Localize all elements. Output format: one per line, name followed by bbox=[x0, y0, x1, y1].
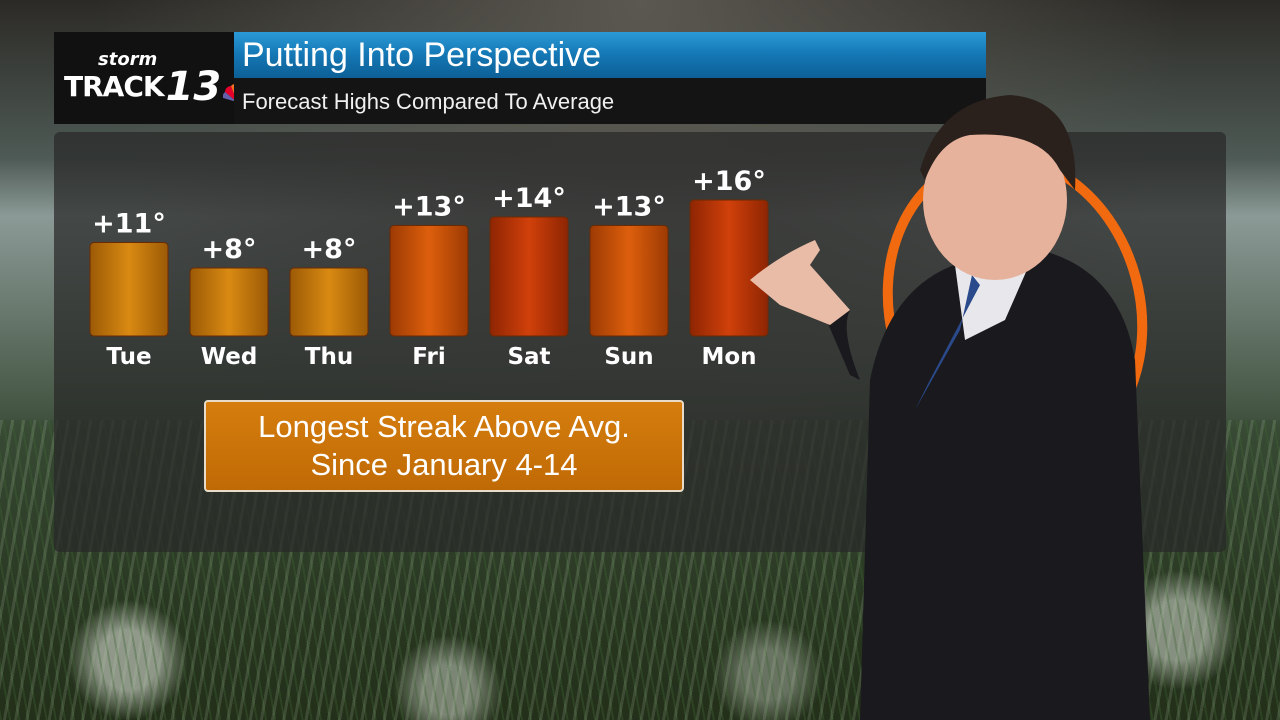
presenter-figure bbox=[750, 95, 1150, 720]
station-logo: storm TRACK 13 bbox=[54, 32, 252, 124]
title-bar: Putting Into Perspective bbox=[234, 32, 986, 78]
category-label-mon: Mon bbox=[701, 344, 756, 370]
presenter-suit bbox=[860, 250, 1150, 720]
logo-number-text: 13 bbox=[165, 64, 222, 110]
streak-note-line-1: Longest Streak Above Avg. bbox=[258, 409, 630, 444]
data-label-mon: +16° bbox=[692, 166, 766, 197]
bar-chart: +11° Tue +8° Wed +8° Thu +13° Fri +14° Sat +13° Sun… bbox=[89, 166, 769, 370]
bar-fri bbox=[389, 225, 469, 337]
logo-storm-text: storm bbox=[98, 49, 158, 70]
data-label-fri: +13° bbox=[392, 192, 466, 223]
bar-wed bbox=[189, 267, 269, 337]
page-title: Putting Into Perspective bbox=[242, 36, 602, 74]
streak-note-line-2: Since January 4-14 bbox=[310, 447, 578, 482]
data-label-tue: +11° bbox=[92, 209, 166, 240]
presenter-head bbox=[923, 120, 1067, 280]
category-label-fri: Fri bbox=[412, 344, 445, 370]
data-label-wed: +8° bbox=[202, 234, 257, 265]
category-label-wed: Wed bbox=[201, 344, 258, 370]
bar-sat bbox=[489, 216, 569, 337]
category-label-sat: Sat bbox=[507, 344, 550, 370]
page-subtitle: Forecast Highs Compared To Average bbox=[242, 89, 615, 114]
logo-track-text: TRACK bbox=[64, 70, 165, 103]
logo-main-row: TRACK 13 bbox=[64, 64, 252, 110]
presenter-hand bbox=[750, 240, 850, 325]
presenter-tie bbox=[915, 275, 980, 410]
data-label-sun: +13° bbox=[592, 192, 666, 223]
data-label-sat: +14° bbox=[492, 183, 566, 214]
bar-series: +11° Tue +8° Wed +8° Thu +13° Fri +14° Sat +13° Sun… bbox=[89, 166, 769, 370]
category-label-tue: Tue bbox=[106, 344, 151, 370]
data-label-thu: +8° bbox=[302, 234, 357, 265]
category-label-sun: Sun bbox=[604, 344, 653, 370]
bar-tue bbox=[89, 242, 169, 337]
bar-thu bbox=[289, 267, 369, 337]
bar-sun bbox=[589, 225, 669, 337]
presenter-hair bbox=[920, 95, 1076, 190]
category-label-thu: Thu bbox=[305, 344, 353, 370]
subtitle-bar: Forecast Highs Compared To Average bbox=[234, 78, 986, 124]
streak-note-box: Longest Streak Above Avg. Since January … bbox=[204, 400, 684, 492]
